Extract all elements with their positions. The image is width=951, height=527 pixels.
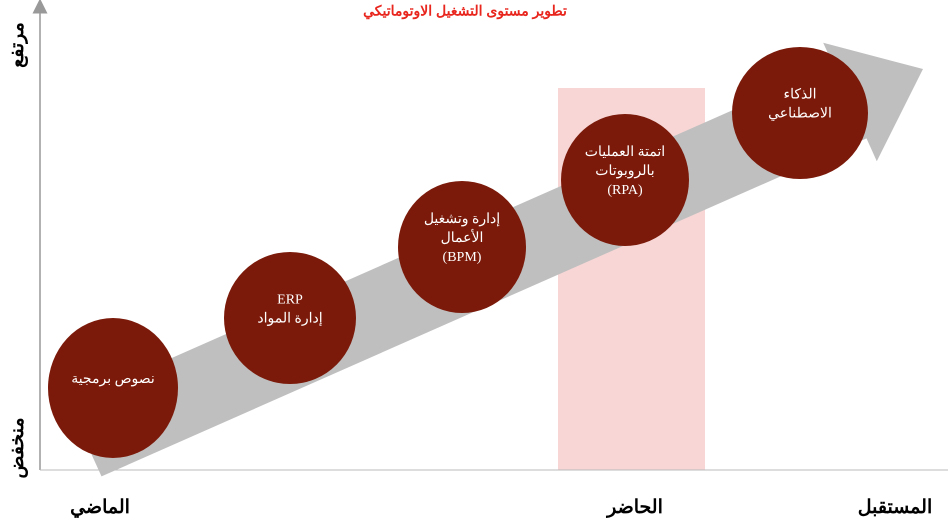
node-label: اتمتة العمليات xyxy=(585,145,665,160)
node-label: إدارة المواد xyxy=(257,312,322,327)
node-label: ERP xyxy=(277,293,303,308)
node-circle xyxy=(48,318,178,458)
node-label: بالروبوتات xyxy=(595,164,654,179)
node-label: إدارة وتشغيل xyxy=(424,212,500,227)
node-label: (RPA) xyxy=(607,183,643,198)
node-label: الذكاء xyxy=(783,88,816,103)
x-future-label: المستقبل xyxy=(858,497,932,518)
node-label: الأعمال xyxy=(441,228,484,246)
node-circle xyxy=(224,252,356,384)
y-low-label: منخفض xyxy=(7,417,28,478)
node-circle xyxy=(398,181,526,313)
node-circle xyxy=(732,47,868,179)
node-label: نصوص برمجية xyxy=(71,372,155,387)
node-label: الاصطناعي xyxy=(768,107,832,122)
node-circle xyxy=(561,114,689,246)
x-past-label: الماضي xyxy=(70,497,130,519)
node-label: (BPM) xyxy=(443,250,482,265)
title: تطوير مستوى التشغيل الاوتوماتيكي xyxy=(363,3,567,20)
x-present-label: الحاضر xyxy=(605,497,663,518)
y-high-label: مرتفع xyxy=(7,22,28,68)
